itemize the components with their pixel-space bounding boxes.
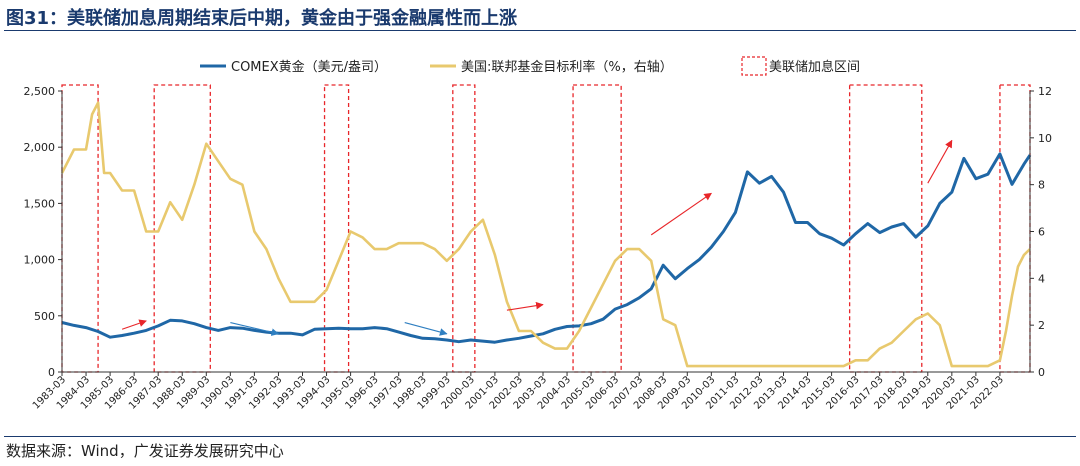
chart-legend: COMEX黄金（美元/盎司） 美国:联邦基金目标利率（%，右轴） 美联储加息区间 [200, 56, 860, 76]
y-right-tick-label: 10 [1038, 132, 1052, 145]
trend-arrow-2 [404, 322, 448, 336]
trend-arrow-5 [927, 139, 953, 184]
trend-arrow-3 [506, 301, 544, 311]
y-left-tick-label: 1,500 [24, 197, 56, 210]
hike-period-box-1 [153, 84, 211, 373]
legend-gold-label: COMEX黄金（美元/盎司） [231, 59, 387, 75]
y-left-tick-label: 0 [48, 366, 55, 379]
y-right-tick-label: 6 [1038, 226, 1045, 239]
fed-rate-line [60, 101, 1031, 368]
title-divider [4, 30, 1076, 31]
source-divider [4, 436, 1076, 437]
hike-period-box-6 [999, 84, 1031, 373]
legend-rate-label: 美国:联邦基金目标利率（%，右轴） [461, 59, 673, 75]
hike-period-box-3 [452, 84, 476, 373]
legend-hike-swatch [741, 56, 767, 76]
figure-title: 图31：美联储加息周期结束后中期，黄金由于强金融属性而上涨 [6, 8, 518, 29]
y-right-tick-label: 12 [1038, 85, 1052, 98]
y-left-tick-label: 2,500 [24, 85, 56, 98]
y-left-tick-label: 2,000 [24, 141, 56, 154]
y-right-tick-label: 2 [1038, 319, 1045, 332]
trend-arrow-4 [650, 192, 712, 236]
trend-arrow-0 [121, 319, 147, 330]
gold-vs-fed-rate-chart: COMEX黄金（美元/盎司） 美国:联邦基金目标利率（%，右轴） 美联储加息区间… [24, 56, 1052, 412]
legend-hike-label: 美联储加息区间 [769, 59, 860, 75]
gold-price-line [61, 152, 1032, 344]
y-right-tick-label: 0 [1038, 366, 1045, 379]
y-right-tick-label: 4 [1038, 272, 1045, 285]
y-left-tick-label: 1,000 [24, 254, 56, 267]
data-source-note: 数据来源：Wind，广发证券发展研究中心 [6, 442, 284, 460]
y-left-tick-label: 500 [34, 310, 55, 323]
y-right-tick-label: 8 [1038, 179, 1045, 192]
trend-arrow-1 [230, 322, 280, 336]
